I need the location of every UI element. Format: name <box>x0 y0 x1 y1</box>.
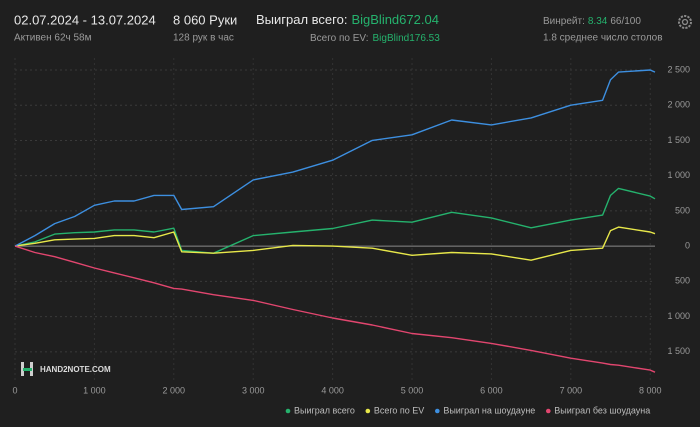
gear[interactable] <box>678 15 692 29</box>
y-tick-label: 1 000 <box>667 170 690 180</box>
x-tick-label: 0 <box>12 385 17 395</box>
active-time: Активен 62ч 58м <box>14 33 92 44</box>
logo: HAND2NOTE.COM <box>21 362 111 376</box>
tables: 1.8 среднее число столов <box>543 33 663 44</box>
ev-total: Всего по EV: BigBlind176.53 <box>310 33 440 44</box>
series-line <box>14 226 656 261</box>
won-value: BigBlind672.04 <box>351 12 438 27</box>
x-tick-label: 4 000 <box>321 385 344 395</box>
y-tick-label: 500 <box>675 276 690 286</box>
won-label: Выиграл всего: <box>256 12 347 27</box>
won-total: Выиграл всего: BigBlind672.04 <box>256 12 439 27</box>
legend-marker <box>285 408 291 414</box>
winrate-label: Винрейт: <box>543 16 585 27</box>
legend-label: Выиграл на шоудауне <box>443 405 535 415</box>
dates: 02.07.2024 - 13.07.2024 <box>14 12 156 27</box>
series-line <box>14 69 656 247</box>
hands: 8 060 Руки <box>173 12 237 27</box>
winrate-extra: 66/100 <box>610 16 641 27</box>
logo-mark <box>21 362 24 376</box>
legend-label: Всего по EV <box>374 405 424 415</box>
x-tick-label: 1 000 <box>83 385 106 395</box>
x-tick-label: 8 000 <box>639 385 662 395</box>
y-tick-label: 500 <box>675 205 690 215</box>
ev-value: BigBlind176.53 <box>373 33 441 44</box>
hands-rate: 128 рук в час <box>173 33 234 44</box>
x-tick-label: 5 000 <box>401 385 424 395</box>
y-tick-label: 2 000 <box>667 100 690 110</box>
legend: Выиграл всего Всего по EV Выиграл на шоуда… <box>285 405 650 415</box>
x-tick-label: 6 000 <box>480 385 503 395</box>
legend-label: Выиграл без шоудауна <box>554 405 650 415</box>
settings-icon[interactable] <box>678 15 692 29</box>
series-line <box>14 245 656 373</box>
winrate-value: 8.34 <box>588 16 608 27</box>
y-tick-label: 1 000 <box>667 311 690 321</box>
legend-label: Выиграл всего <box>294 405 355 415</box>
legend-marker <box>365 408 371 414</box>
x-tick-label: 3 000 <box>242 385 265 395</box>
y-tick-label: 1 500 <box>667 346 690 356</box>
gear-hub[interactable] <box>681 18 689 26</box>
logo-mark <box>23 368 32 371</box>
winrate: Винрейт: 8.34 66/100 <box>543 16 641 27</box>
legend-marker <box>435 408 440 414</box>
y-tick-label: 2 500 <box>667 64 690 74</box>
y-tick-label: 0 <box>685 241 690 251</box>
ev-label: Всего по EV: <box>310 33 369 44</box>
watermark: HAND2NOTE.COM <box>40 365 111 374</box>
y-tick-label: 1 500 <box>667 135 690 145</box>
x-tick-label: 2 000 <box>163 385 186 395</box>
legend-marker <box>545 408 551 414</box>
series-line <box>14 187 656 254</box>
x-tick-label: 7 000 <box>560 385 583 395</box>
